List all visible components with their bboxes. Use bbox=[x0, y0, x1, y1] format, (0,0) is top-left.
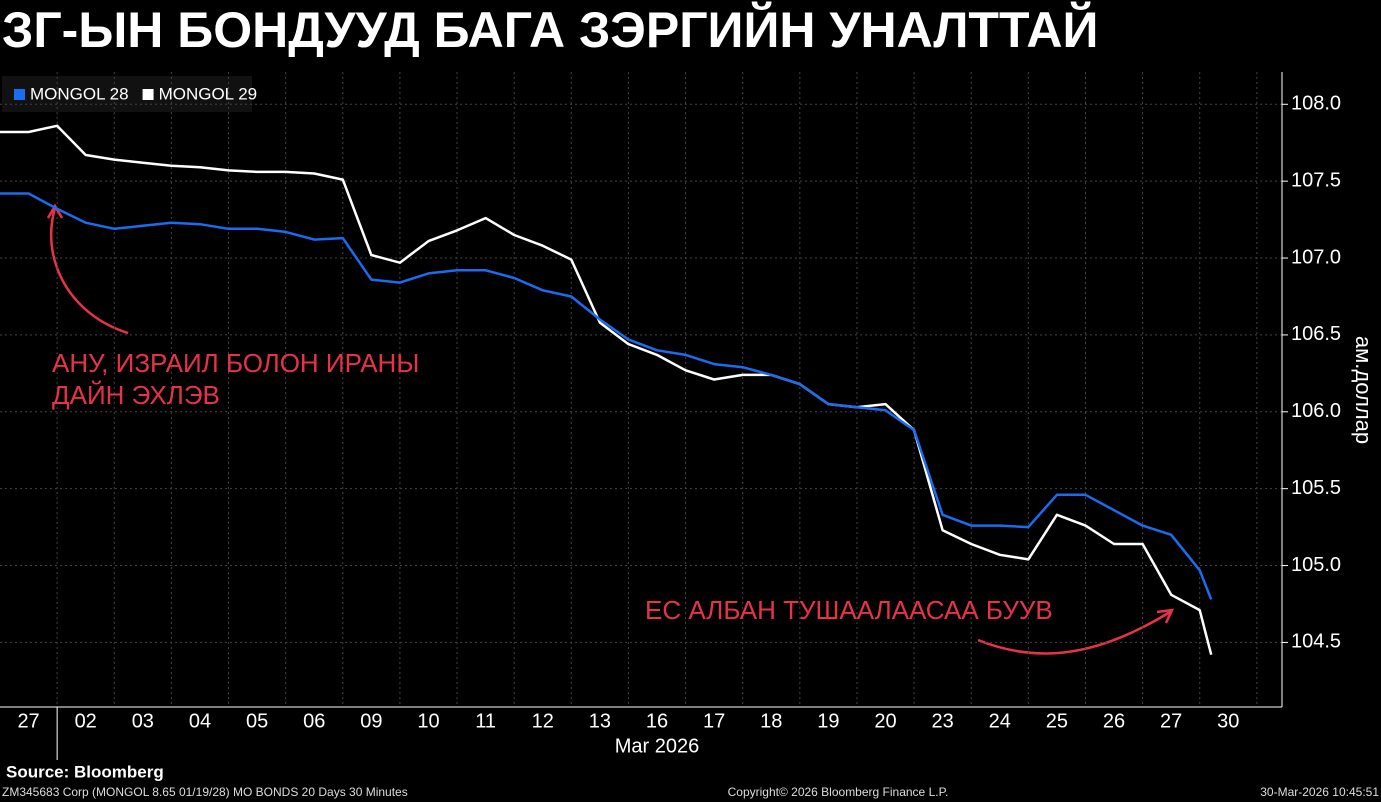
x-tick-label: 18 bbox=[760, 710, 782, 732]
legend-swatch bbox=[142, 89, 154, 100]
series-line bbox=[0, 124, 1213, 656]
x-tick-label: 27 bbox=[1160, 710, 1182, 732]
x-tick-label: 17 bbox=[703, 710, 725, 732]
annotation-arrow bbox=[977, 610, 1171, 655]
x-tick-label: 19 bbox=[817, 710, 839, 732]
x-tick-label: 12 bbox=[532, 710, 554, 732]
source: Source: Bloomberg bbox=[6, 762, 164, 781]
x-tick-label: 03 bbox=[132, 710, 154, 732]
x-tick-label: 30 bbox=[1217, 710, 1239, 732]
x-tick-label: 09 bbox=[360, 710, 382, 732]
y-tick-label: 105.5 bbox=[1291, 477, 1341, 499]
annotation: ЕС АЛБАН ТУШААЛААСАА БУУВ bbox=[645, 595, 1053, 625]
x-tick-label: 25 bbox=[1046, 710, 1068, 732]
x-tick-label: 04 bbox=[189, 710, 211, 732]
x-tick-label: 26 bbox=[1103, 710, 1125, 732]
footer-right: 30-Mar-2026 10:45:51 bbox=[1260, 785, 1379, 799]
chart-title: ЗГ-ЫН БОНДУУД БАГА ЗЭРГИЙН УНАЛТТАЙ bbox=[2, 1, 1098, 58]
x-tick-label: 23 bbox=[932, 710, 954, 732]
x-tick-label: 27 bbox=[17, 710, 39, 732]
legend-label: MONGOL 28 bbox=[30, 84, 129, 103]
x-tick-label: 02 bbox=[75, 710, 97, 732]
grid bbox=[0, 72, 1282, 707]
y-tick-label: 107.5 bbox=[1291, 169, 1341, 191]
y-tick-label: 106.5 bbox=[1291, 323, 1341, 345]
legend-swatch bbox=[14, 89, 25, 100]
footer-center: Copyright© 2026 Bloomberg Finance L.P. bbox=[728, 785, 949, 799]
series-line bbox=[0, 192, 1213, 600]
annotation-arrow bbox=[50, 207, 129, 335]
x-tick-label: 24 bbox=[989, 710, 1011, 732]
legend-box bbox=[2, 76, 252, 112]
legend-label: MONGOL 29 bbox=[159, 84, 258, 103]
annotation: АНУ, ИЗРАИЛ БОЛОН ИРАНЫ bbox=[52, 348, 419, 378]
x-tick-label: 05 bbox=[246, 710, 268, 732]
y-axis-label: ам.доллар bbox=[1351, 336, 1376, 444]
arrow-head bbox=[1156, 608, 1175, 624]
y-tick-label: 105.0 bbox=[1291, 554, 1341, 576]
footer-left: ZM345683 Corp (MONGOL 8.65 01/19/28) MO … bbox=[2, 785, 408, 799]
y-tick-label: 104.5 bbox=[1291, 631, 1341, 653]
y-tick-label: 108.0 bbox=[1291, 93, 1341, 115]
y-tick-label: 106.0 bbox=[1291, 400, 1341, 422]
x-tick-label: 16 bbox=[646, 710, 668, 732]
x-tick-label: 06 bbox=[303, 710, 325, 732]
arrow-head bbox=[46, 203, 64, 219]
x-tick-label: 10 bbox=[417, 710, 439, 732]
x-tick-label: 11 bbox=[475, 710, 496, 732]
annotation: ДАЙН ЭХЛЭВ bbox=[52, 380, 220, 410]
x-axis-label: Mar 2026 bbox=[615, 735, 700, 757]
y-tick-label: 107.0 bbox=[1291, 246, 1341, 268]
x-tick-label: 13 bbox=[589, 710, 611, 732]
x-tick-label: 20 bbox=[874, 710, 896, 732]
